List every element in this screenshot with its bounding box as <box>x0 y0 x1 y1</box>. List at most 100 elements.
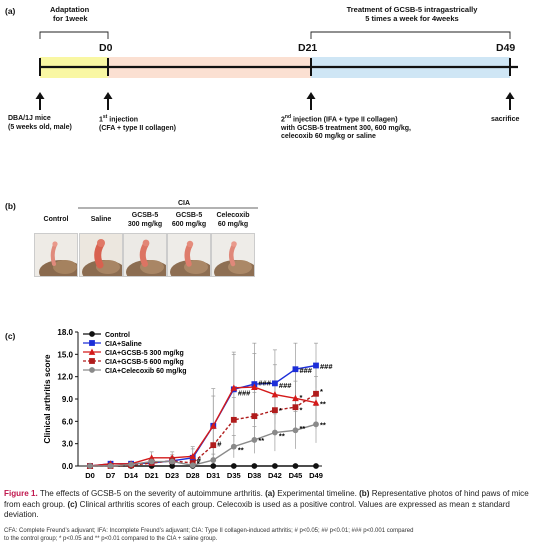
first-injection-num: 1 <box>99 116 103 124</box>
data-point-4 <box>87 463 93 469</box>
adaptation-label: Adaptation for 1week <box>50 5 89 23</box>
data-point-0 <box>210 463 217 469</box>
legend-marker-2 <box>88 348 96 355</box>
legend-label-1: CIA+Saline <box>105 341 142 348</box>
caption-ref-c: (c) <box>67 499 78 509</box>
arrow-sacrifice <box>505 92 515 110</box>
legend-label-0: Control <box>105 332 130 339</box>
col-label-gcsb300-1: GCSB-5 <box>131 212 159 219</box>
data-point-4 <box>189 462 196 469</box>
significance-mark: ** <box>238 446 244 455</box>
col-label-celecoxib-2: 60 mg/kg <box>217 220 249 228</box>
data-point-1 <box>292 366 299 373</box>
panel-label-b: (b) <box>5 201 16 211</box>
significance-mark: * <box>299 393 302 402</box>
significance-mark: ** <box>279 431 285 440</box>
significance-mark: ### <box>299 366 312 375</box>
caption-text-4: Clinical arthritis scores of each group.… <box>4 499 510 520</box>
x-tick-label: D7 <box>106 471 116 480</box>
significance-mark: ** <box>299 424 305 433</box>
day-label-d0: D0 <box>99 42 113 54</box>
data-point-2 <box>251 383 258 390</box>
caption-ref-a: (a) <box>265 489 275 498</box>
significance-mark: * <box>197 459 200 468</box>
footnote-line-1: CFA: Complete Freund’s adjuvant; IFA: In… <box>4 528 414 534</box>
data-point-2 <box>312 399 320 406</box>
second-injection-num: 2 <box>281 116 285 124</box>
data-point-2 <box>148 454 155 461</box>
significance-mark: ** <box>320 420 326 429</box>
series-line-4 <box>90 423 317 467</box>
treatment-line-1: Treatment of GCSB-5 intragastrically <box>346 5 478 14</box>
col-label-saline: Saline <box>90 216 112 223</box>
series-line-3 <box>90 393 317 467</box>
y-tick-label: 9.0 <box>62 395 74 404</box>
cia-header: CIA <box>178 200 191 207</box>
series-line-2 <box>89 386 317 467</box>
data-point-4 <box>107 463 114 469</box>
first-injection-line-2: (CFA + type II collagen) <box>99 124 176 132</box>
paw-photo-saline <box>79 233 123 277</box>
y-tick-label: 12.0 <box>57 373 73 382</box>
data-point-1 <box>313 362 319 369</box>
data-point-2 <box>271 391 279 398</box>
day-label-d49: D49 <box>496 42 516 54</box>
data-point-3 <box>292 404 299 411</box>
significance-mark: ### <box>320 362 333 371</box>
x-tick-label: D14 <box>124 471 139 480</box>
paw-photo-control <box>34 233 78 277</box>
arthritis-score-chart: 0.0 3.0 6.0 9.0 12.0 15.0 18.0 D0 D7 D14 D21 D23 D28… <box>42 328 333 480</box>
data-point-4 <box>251 437 258 443</box>
y-axis-title: Clinical arthritis score <box>42 354 52 444</box>
y-tick-label: 6.0 <box>62 417 74 426</box>
significance-mark: ** <box>258 436 264 445</box>
photo-col-celecoxib: Celecoxib 60 mg/kg <box>210 212 256 229</box>
mice-line-2: (5 weeks old, male) <box>8 123 72 131</box>
legend-label-2: CIA+GCSB-5 300 mg/kg <box>105 350 184 357</box>
first-injection-label: 1st injection (CFA + type II collagen) <box>99 113 176 133</box>
col-label-gcsb600-2: 600 mg/kg <box>171 220 207 228</box>
mice-line-1: DBA/1J mice <box>8 115 51 122</box>
paw-photo-gcsb600 <box>167 233 211 277</box>
legend-marker-0 <box>89 331 95 337</box>
data-point-4 <box>272 429 278 436</box>
second-injection-line-3: celecoxib 60 mg/kg or saline <box>281 133 376 141</box>
adaptation-line-2: for 1week <box>53 14 88 23</box>
data-point-0 <box>313 463 319 469</box>
adaptation-bracket <box>39 31 109 39</box>
second-injection-label: 2nd injection (IFA + type II collagen) w… <box>281 113 411 142</box>
y-tick-label: 0.0 <box>62 462 74 471</box>
first-injection-sup: st <box>102 114 108 120</box>
data-point-4 <box>230 443 237 450</box>
legend-marker-4 <box>89 367 95 373</box>
arrow-second-injection <box>306 92 316 110</box>
significance-mark: * <box>299 405 302 414</box>
footnote: CFA: Complete Freund’s adjuvant; IFA: In… <box>4 528 529 543</box>
photo-col-gcsb600: GCSB-5 600 mg/kg <box>166 212 212 229</box>
x-tick-label: D31 <box>206 471 220 480</box>
significance-mark: # <box>217 440 222 449</box>
data-point-2 <box>189 452 197 460</box>
data-point-0 <box>169 463 176 469</box>
data-point-4 <box>210 457 217 463</box>
data-point-0 <box>272 463 278 469</box>
second-injection-line-2: with GCSB-5 treatment 300, 600 mg/kg, <box>281 124 411 132</box>
significance-mark: * <box>320 387 323 396</box>
y-tick-label: 15.0 <box>57 350 73 359</box>
sacrifice-label: sacrifice <box>491 116 520 123</box>
significance-mark: ### <box>238 388 251 397</box>
arrow-mice <box>35 92 45 110</box>
panel-label-a: (a) <box>5 6 16 16</box>
data-point-1 <box>272 380 278 387</box>
panel-label-c: (c) <box>5 331 16 341</box>
x-tick-label: D21 <box>145 471 159 480</box>
legend-label-3: CIA+GCSB-5 600 mg/kg <box>105 359 184 366</box>
data-point-4 <box>169 458 176 465</box>
x-tick-label: D49 <box>309 471 323 480</box>
caption-figure-number: Figure 1. <box>4 489 38 498</box>
mice-label: DBA/1J mice (5 weeks old, male) <box>8 115 72 132</box>
caption-text-1: The effects of GCSB-5 on the severity of… <box>37 489 266 498</box>
data-point-0 <box>230 463 237 469</box>
treatment-label: Treatment of GCSB-5 intragastrically 5 t… <box>322 5 502 23</box>
